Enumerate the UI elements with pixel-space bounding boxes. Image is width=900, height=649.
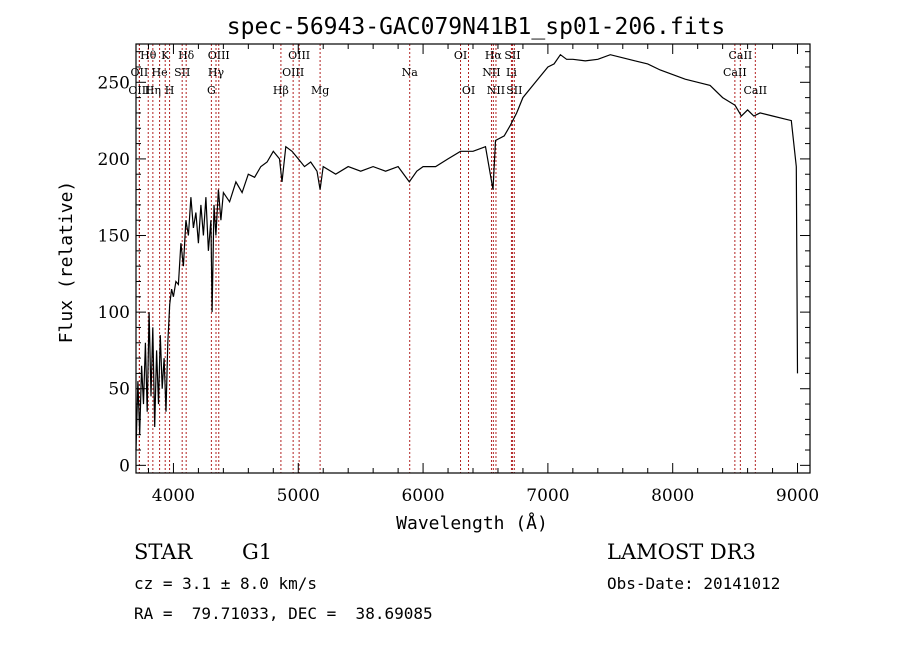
spectral-line-label: Hα	[485, 49, 503, 62]
coordinates: RA = 79.71033, DEC = 38.69085	[134, 604, 433, 623]
spectral-line-label: NII	[482, 66, 500, 79]
observation-date: Obs-Date: 20141012	[607, 574, 781, 593]
x-axis-label: Wavelength (Å)	[396, 512, 548, 534]
x-tick-label: 5000	[277, 486, 320, 506]
x-tick-label: 7000	[526, 486, 569, 506]
y-tick-label: 150	[98, 227, 130, 247]
spectral-line-label: H	[165, 84, 175, 97]
spectral-line-label: He	[152, 66, 168, 79]
spectrum-series-line	[135, 53, 799, 451]
spectral-line-label: OIII	[288, 49, 310, 62]
object-class: STAR	[134, 540, 193, 564]
spectral-line-label: Mg	[311, 84, 329, 97]
plot-frame	[135, 43, 811, 474]
y-tick-label: 50	[108, 380, 130, 400]
spectral-line-label: CaII	[723, 66, 747, 79]
spectral-line-label: Hβ	[273, 84, 289, 97]
spectral-line-label: NII	[487, 84, 505, 97]
spectral-line-label: OIII	[282, 66, 304, 79]
spectral-line-label: OII	[131, 66, 149, 79]
x-tick-label: 8000	[651, 486, 694, 506]
spectral-line-label: Hδ	[178, 49, 195, 62]
spectral-line-label: Na	[402, 66, 419, 79]
y-axis-label: Flux (relative)	[56, 181, 77, 344]
chart-title: spec-56943-GAC079N41B1_sp01-206.fits	[227, 14, 726, 40]
spectral-line-label: Hθ	[140, 49, 157, 62]
spectral-line-label: CaII	[729, 49, 753, 62]
x-tick-label: 4000	[152, 486, 195, 506]
spectral-line-label: OIII	[208, 49, 230, 62]
spectral-line-label: SII	[174, 66, 190, 79]
object-subclass: G1	[242, 540, 273, 564]
spectral-line-label: SII	[506, 84, 522, 97]
spectral-line-label: Hγ	[208, 66, 225, 79]
spectral-line-markers	[138, 44, 756, 473]
spectral-line-label: G	[207, 84, 216, 97]
redshift-velocity: cz = 3.1 ± 8.0 km/s	[134, 574, 318, 593]
y-tick-label: 250	[98, 73, 130, 93]
x-tick-label: 9000	[776, 486, 819, 506]
spectral-line-label: OI	[454, 49, 467, 62]
spectral-line-label: Hη	[145, 84, 161, 97]
axis-ticks: 4000 5000 6000 7000 8000 9000 0 50 100 150 200 250	[98, 44, 819, 506]
y-tick-label: 100	[98, 303, 130, 323]
spectral-line-label: Li	[506, 66, 517, 79]
survey-name: LAMOST DR3	[607, 540, 756, 564]
y-tick-label: 0	[119, 456, 130, 476]
spectral-line-labels: Hθ OII OIII K He Hη Hδ SII H OIII Hγ G OIII OIII Hβ Mg N…	[128, 49, 767, 97]
spectral-line-label: CaII	[743, 84, 767, 97]
spectral-line-label: K	[161, 49, 170, 62]
spectral-line-label: OIII	[128, 84, 150, 97]
x-tick-label: 6000	[401, 486, 444, 506]
spectral-line-label: OI	[462, 84, 475, 97]
y-tick-label: 200	[98, 150, 130, 170]
spectral-line-label: SII	[504, 49, 520, 62]
